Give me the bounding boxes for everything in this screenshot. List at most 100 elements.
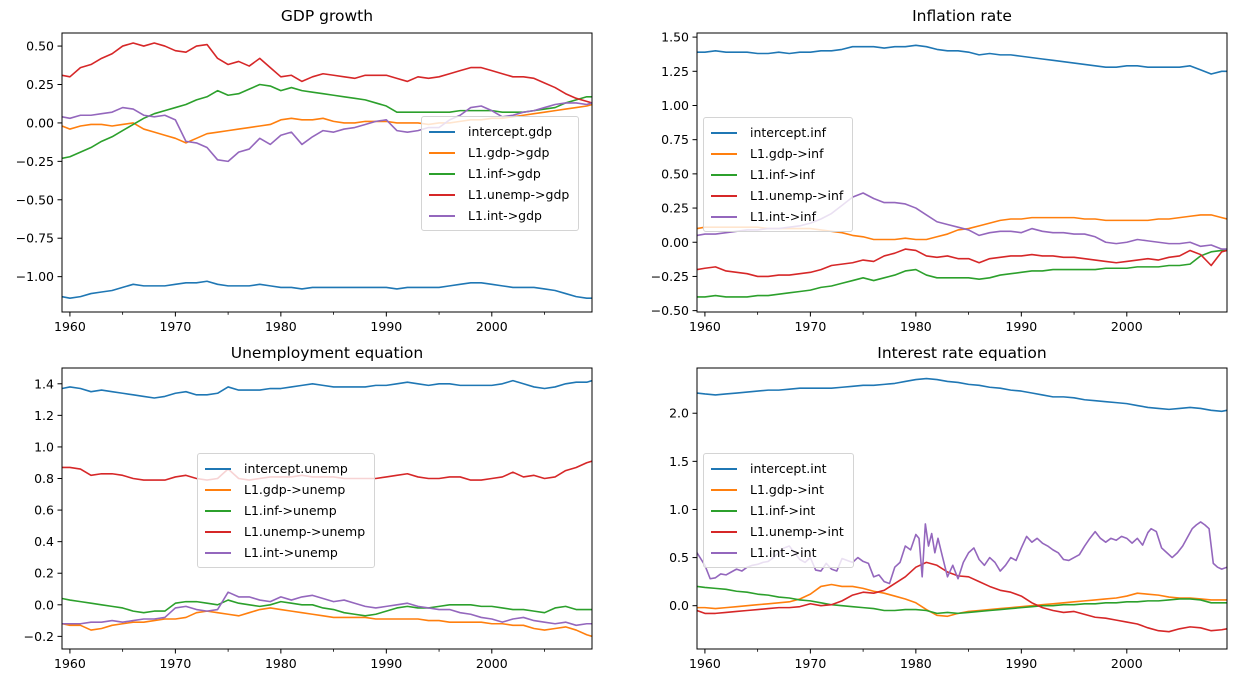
axes-frame: [696, 32, 1228, 313]
y-tick-label: 0.25: [26, 77, 54, 92]
legend-line-sample: [205, 509, 231, 512]
x-tick-label: 1970: [159, 319, 191, 334]
y-tick-label: −0.75: [16, 231, 54, 246]
series-line-L1.inf->int: [697, 585, 1227, 615]
chart-canvas-gdp-growth: GDP growth 0.50 0.25 0.00 −0.25 −0.50 −0.75 −1.…: [16, 7, 593, 334]
legend-line-sample: [205, 551, 231, 554]
series-line-intercept.int: [697, 377, 1227, 413]
legend-unemployment-equation: intercept.unemp L1.gdp->unemp L1.inf->unem…: [197, 453, 376, 568]
legend-line-sample: [429, 172, 455, 175]
chart-canvas-interest-rate-equation: Interest rate equation 2.0 1.5 1.0 0.5 0.0 196…: [669, 344, 1228, 671]
legend-item: L1.inf->gdp: [429, 163, 569, 184]
x-tick-label: 2000: [1111, 319, 1143, 334]
x-tick-label: 1990: [1005, 319, 1037, 334]
legend-item: L1.unemp->inf: [711, 185, 843, 206]
legend-line-sample: [711, 467, 737, 470]
chart-title: Inflation rate: [912, 7, 1012, 25]
y-tick-label: 1.25: [661, 64, 689, 79]
legend-inflation-rate: intercept.inf L1.gdp->inf L1.inf->inf L1.un…: [703, 117, 854, 232]
legend-line-sample: [429, 130, 455, 133]
y-tick-label: 1.2: [34, 408, 54, 423]
legend-label: L1.gdp->gdp: [468, 145, 550, 160]
axes-frame: [61, 32, 593, 313]
series-line-L1.unemp->gdp: [62, 42, 592, 104]
legend-item: L1.gdp->gdp: [429, 142, 569, 163]
chart-canvas-unemployment-equation: Unemployment equation 1.4 1.2 1.0 0.8 0.6 0.4 0…: [24, 344, 593, 671]
y-tick-label: 0.75: [661, 132, 689, 147]
y-tick-label: 1.00: [661, 98, 689, 113]
legend-item: intercept.unemp: [205, 458, 365, 479]
x-tick-label: 1970: [794, 656, 826, 671]
x-tick-label: 1970: [159, 656, 191, 671]
x-tick-label: 2000: [476, 656, 508, 671]
legend-line-sample: [205, 488, 231, 491]
legend-item: L1.inf->unemp: [205, 500, 365, 521]
y-tick-label: 0.25: [661, 201, 689, 216]
legend-label: L1.inf->unemp: [244, 503, 337, 518]
axes-frame: [61, 367, 593, 650]
x-tick-label: 1980: [265, 656, 297, 671]
legend-label: L1.int->unemp: [244, 545, 338, 560]
legend-label: intercept.inf: [750, 125, 827, 140]
x-tick-label: 1990: [1005, 656, 1037, 671]
legend-line-sample: [711, 152, 737, 155]
legend-label: L1.inf->int: [750, 503, 816, 518]
legend-interest-rate-equation: intercept.int L1.gdp->int L1.inf->int L1.un…: [703, 453, 854, 568]
series-line-L1.int->unemp: [62, 591, 592, 627]
legend-item: L1.unemp->int: [711, 521, 844, 542]
legend-line-sample: [711, 530, 737, 533]
x-tick-label: 1990: [370, 319, 402, 334]
series-line-intercept.unemp: [62, 379, 592, 399]
legend-line-sample: [429, 151, 455, 154]
chart-inflation-rate: Inflation rate 1.50 1.25 1.00 0.75 0.50 0.25 0.…: [617, 0, 1234, 341]
legend-label: intercept.int: [750, 461, 827, 476]
legend-label: L1.unemp->gdp: [468, 187, 570, 202]
y-tick-label: −0.25: [16, 154, 54, 169]
legend-line-sample: [711, 173, 737, 176]
y-tick-label: 0.00: [26, 115, 54, 130]
y-tick-label: 2.0: [669, 406, 689, 421]
legend-line-sample: [711, 194, 737, 197]
chart-title: Unemployment equation: [231, 344, 423, 362]
y-tick-label: −0.25: [651, 269, 689, 284]
legend-item: L1.int->gdp: [429, 205, 569, 226]
chart-canvas-inflation-rate: Inflation rate 1.50 1.25 1.00 0.75 0.50 0.25 0.…: [651, 7, 1228, 334]
chart-title: GDP growth: [281, 7, 373, 25]
y-tick-label: 0.0: [34, 597, 54, 612]
y-tick-label: −1.00: [16, 269, 54, 284]
y-tick-label: 0.0: [669, 598, 689, 613]
series-line-L1.inf->inf: [697, 248, 1227, 298]
x-tick-label: 1960: [54, 656, 86, 671]
y-tick-label: 0.6: [34, 503, 54, 518]
legend-line-sample: [205, 530, 231, 533]
y-tick-label: −0.2: [24, 629, 54, 644]
legend-line-sample: [205, 467, 231, 470]
legend-line-sample: [711, 551, 737, 554]
legend-item: L1.inf->inf: [711, 164, 843, 185]
y-tick-label: 1.4: [34, 376, 54, 391]
series-line-intercept.inf: [697, 44, 1227, 75]
x-tick-label: 1960: [689, 656, 721, 671]
y-tick-label: 1.5: [669, 454, 689, 469]
x-tick-label: 1960: [54, 319, 86, 334]
legend-line-sample: [711, 509, 737, 512]
legend-line-sample: [711, 131, 737, 134]
legend-label: L1.int->gdp: [468, 208, 542, 223]
y-tick-label: 0.4: [34, 534, 54, 549]
legend-item: L1.inf->int: [711, 500, 844, 521]
legend-item: L1.gdp->int: [711, 479, 844, 500]
legend-gdp-growth: intercept.gdp L1.gdp->gdp L1.inf->gdp L1.un…: [421, 116, 580, 231]
legend-item: L1.unemp->unemp: [205, 521, 365, 542]
y-tick-label: 0.5: [669, 550, 689, 565]
chart-title: Interest rate equation: [877, 344, 1046, 362]
series-line-L1.unemp->inf: [697, 248, 1227, 278]
y-tick-label: 1.50: [661, 30, 689, 45]
chart-unemployment-equation: Unemployment equation 1.4 1.2 1.0 0.8 0.6 0.4 0…: [0, 341, 617, 682]
legend-label: L1.int->int: [750, 545, 817, 560]
legend-item: L1.int->unemp: [205, 542, 365, 563]
legend-line-sample: [711, 488, 737, 491]
legend-item: intercept.int: [711, 458, 844, 479]
legend-label: intercept.gdp: [468, 124, 553, 139]
y-tick-label: 1.0: [34, 439, 54, 454]
